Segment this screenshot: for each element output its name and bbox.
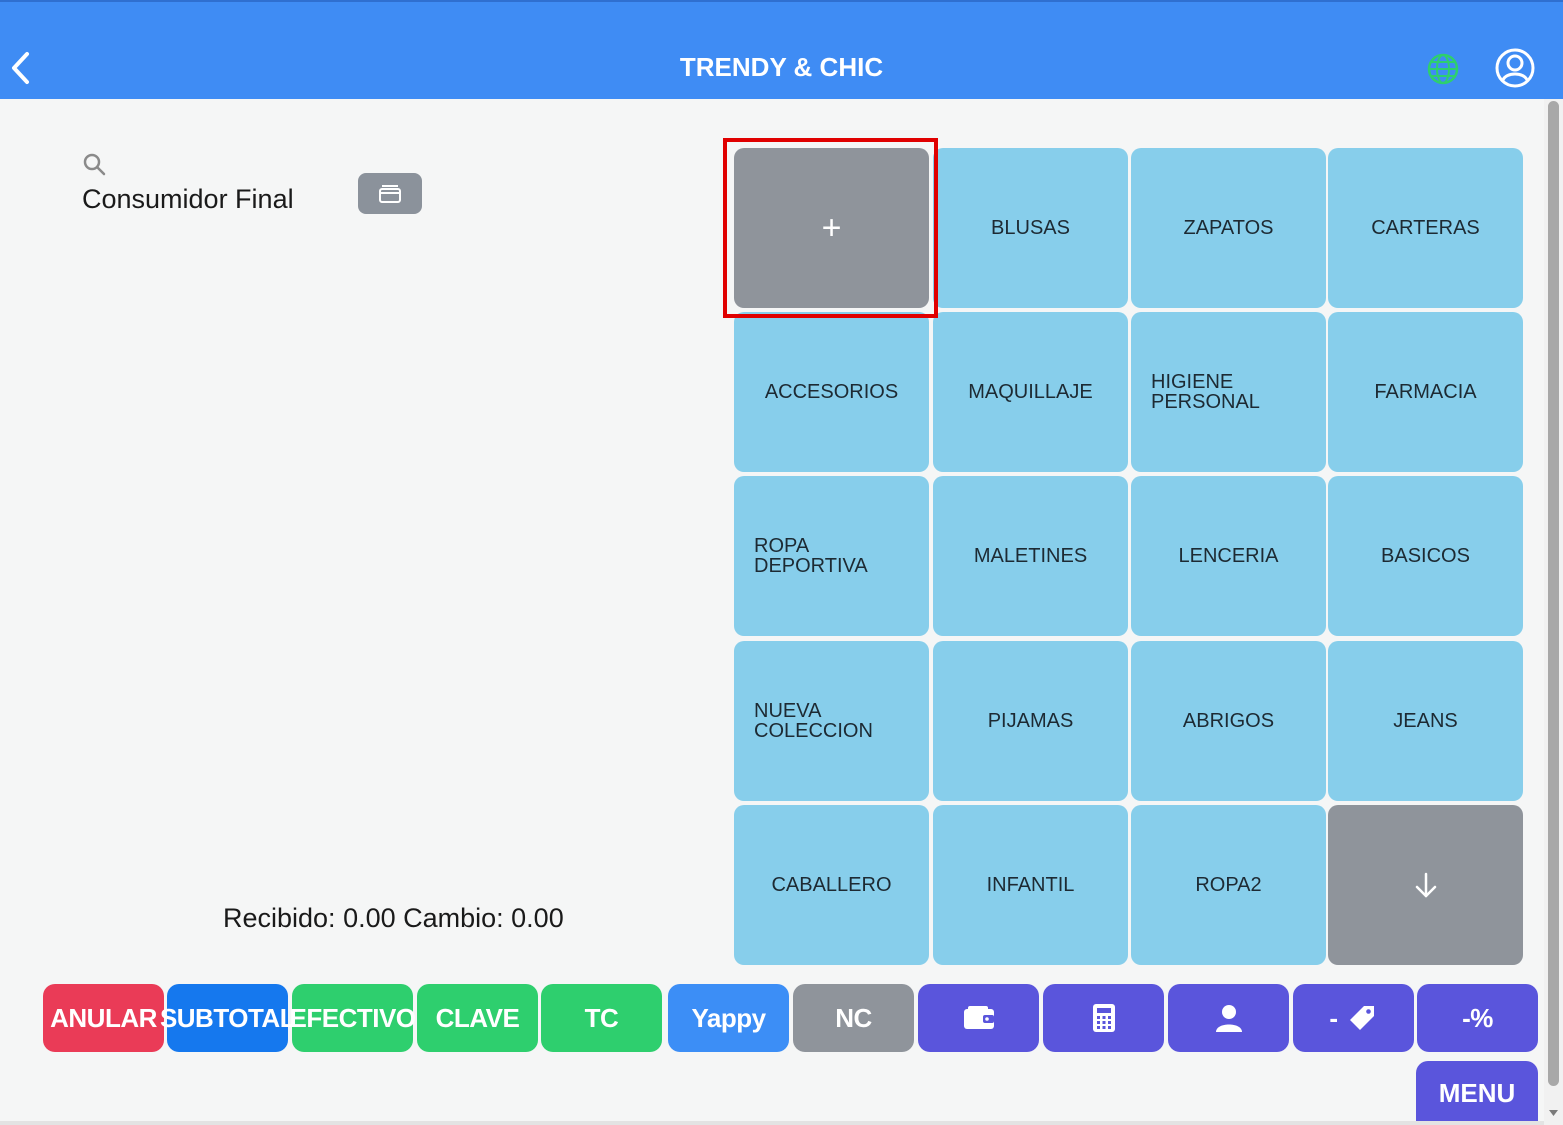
category-ropa2[interactable]: ROPA2 bbox=[1131, 805, 1326, 965]
vertical-scrollbar[interactable] bbox=[1544, 99, 1563, 1125]
category-farmacia[interactable]: FARMACIA bbox=[1328, 312, 1523, 472]
ticket-panel bbox=[70, 99, 730, 979]
clave-button[interactable]: CLAVE bbox=[417, 984, 538, 1052]
calculator-button[interactable] bbox=[1043, 984, 1164, 1052]
minus-label: - bbox=[1329, 1002, 1338, 1033]
back-button[interactable] bbox=[4, 46, 38, 90]
category-zapatos[interactable]: ZAPATOS bbox=[1131, 148, 1326, 308]
subtotal-button[interactable]: SUBTOTAL bbox=[160, 984, 296, 1052]
wallet-icon bbox=[963, 1006, 994, 1029]
category-pijamas[interactable]: PIJAMAS bbox=[933, 641, 1128, 801]
account-button[interactable] bbox=[1494, 47, 1536, 89]
user-circle-icon bbox=[1495, 48, 1535, 88]
globe-icon[interactable] bbox=[1426, 52, 1460, 86]
category-infantil[interactable]: INFANTIL bbox=[933, 805, 1128, 965]
received-change-summary: Recibido: 0.00 Cambio: 0.00 bbox=[223, 903, 564, 933]
next-page-button[interactable] bbox=[1328, 805, 1523, 965]
category-label: ABRIGOS bbox=[1182, 709, 1275, 732]
add-category-button[interactable]: + bbox=[734, 148, 929, 308]
anular-button[interactable]: ANULAR bbox=[43, 984, 164, 1052]
category-label: CABALLERO bbox=[771, 873, 892, 896]
category-blusas[interactable]: BLUSAS bbox=[933, 148, 1128, 308]
yappy-button[interactable]: Yappy bbox=[668, 984, 789, 1052]
category-higiene-personal[interactable]: HIGIENE PERSONAL bbox=[1131, 312, 1326, 472]
category-label: ACCESORIOS bbox=[764, 380, 899, 403]
category-label: FARMACIA bbox=[1374, 380, 1477, 403]
category-basicos[interactable]: BASICOS bbox=[1328, 476, 1523, 636]
app-title: TRENDY & CHIC bbox=[679, 52, 884, 82]
category-label: NUEVA COLECCION bbox=[754, 700, 873, 742]
category-label: ZAPATOS bbox=[1183, 216, 1274, 239]
top-bar: TRENDY & CHIC bbox=[0, 0, 1563, 99]
tc-button[interactable]: TC bbox=[541, 984, 662, 1052]
category-jeans[interactable]: JEANS bbox=[1328, 641, 1523, 801]
category-label: CARTERAS bbox=[1371, 216, 1480, 239]
category-accesorios[interactable]: ACCESORIOS bbox=[734, 312, 929, 472]
chevron-left-icon bbox=[12, 52, 29, 84]
cash-drawer-icon bbox=[379, 184, 401, 203]
efectivo-button[interactable]: EFECTIVO bbox=[290, 984, 416, 1052]
category-label: HIGIENE PERSONAL bbox=[1151, 371, 1260, 413]
plus-icon: + bbox=[821, 208, 842, 247]
category-label: MALETINES bbox=[973, 544, 1088, 567]
percent-discount-button[interactable]: -% bbox=[1417, 984, 1538, 1052]
category-label: MAQUILLAJE bbox=[968, 380, 1093, 403]
category-label: PIJAMAS bbox=[987, 709, 1074, 732]
category-abrigos[interactable]: ABRIGOS bbox=[1131, 641, 1326, 801]
category-caballero[interactable]: CABALLERO bbox=[734, 805, 929, 965]
category-label: BLUSAS bbox=[991, 216, 1070, 239]
category-carteras[interactable]: CARTERAS bbox=[1328, 148, 1523, 308]
category-maquillaje[interactable]: MAQUILLAJE bbox=[933, 312, 1128, 472]
category-label: BASICOS bbox=[1381, 544, 1470, 567]
category-lenceria[interactable]: LENCERIA bbox=[1131, 476, 1326, 636]
nc-button[interactable]: NC bbox=[793, 984, 914, 1052]
tag-icon bbox=[1349, 1006, 1374, 1030]
category-maletines[interactable]: MALETINES bbox=[933, 476, 1128, 636]
user-icon bbox=[1215, 1005, 1242, 1032]
category-label: ROPA2 bbox=[1195, 873, 1262, 896]
scroll-down-arrow-icon[interactable] bbox=[1548, 1107, 1559, 1119]
menu-button[interactable]: MENU bbox=[1416, 1061, 1538, 1125]
customer-button[interactable] bbox=[1168, 984, 1289, 1052]
category-ropa-deportiva[interactable]: ROPA DEPORTIVA bbox=[734, 476, 929, 636]
calculator-icon bbox=[1092, 1004, 1115, 1032]
customer-name[interactable]: Consumidor Final bbox=[82, 184, 294, 214]
category-label: JEANS bbox=[1393, 709, 1458, 732]
cash-drawer-button[interactable] bbox=[358, 173, 422, 214]
category-label: INFANTIL bbox=[986, 873, 1075, 896]
wallet-button[interactable] bbox=[918, 984, 1039, 1052]
discount-tag-button[interactable]: - bbox=[1293, 984, 1414, 1052]
category-label: ROPA DEPORTIVA bbox=[754, 535, 868, 577]
category-label: LENCERIA bbox=[1178, 544, 1279, 567]
scrollbar-thumb[interactable] bbox=[1548, 101, 1559, 1086]
arrow-down-icon bbox=[1415, 872, 1436, 898]
category-nueva-coleccion[interactable]: NUEVA COLECCION bbox=[734, 641, 929, 801]
bottom-edge bbox=[0, 1121, 1544, 1125]
search-icon[interactable] bbox=[82, 152, 108, 178]
